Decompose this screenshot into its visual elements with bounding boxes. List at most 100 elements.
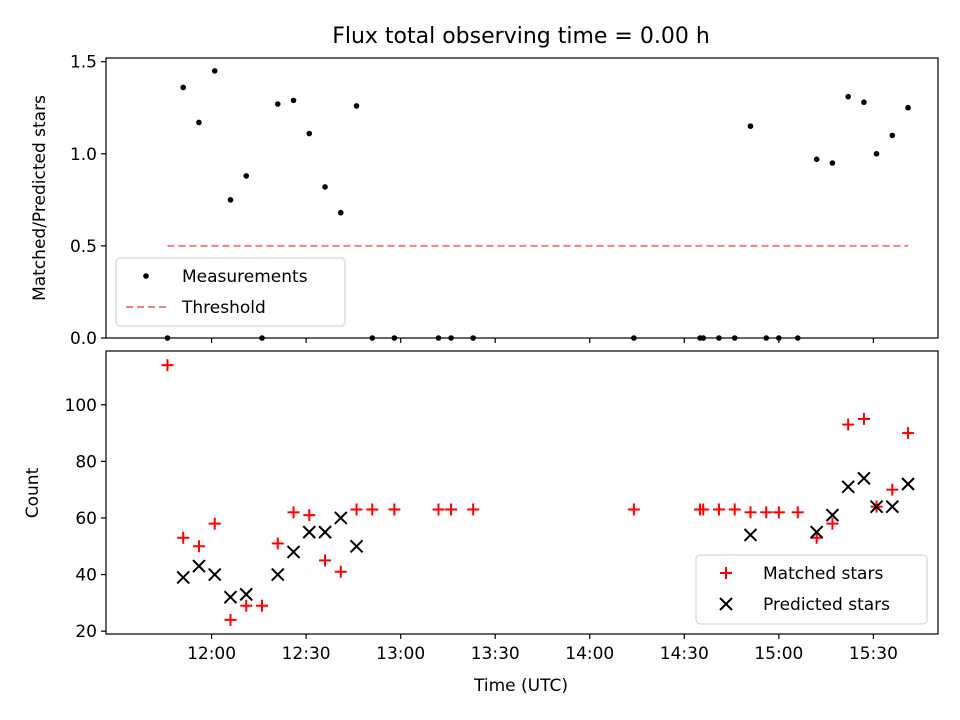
bottom-legend-box bbox=[695, 554, 928, 625]
matched-star-point bbox=[240, 599, 253, 612]
top-y-ticks: 0.0 0.5 1.0 1.5 bbox=[70, 53, 106, 349]
top-y-tick-label: 1.0 bbox=[70, 145, 97, 165]
matched-star-point bbox=[627, 503, 640, 516]
top-chart-title: Flux total observing time = 0.00 h bbox=[332, 24, 710, 49]
measurement-point bbox=[845, 93, 851, 100]
x-tick-label: 12:30 bbox=[282, 644, 331, 664]
bottom-y-tick-label: 60 bbox=[75, 509, 97, 529]
x-tick-label: 13:30 bbox=[471, 644, 520, 664]
matched-star-point bbox=[445, 503, 458, 516]
measurement-point bbox=[322, 184, 328, 190]
matched-star-point bbox=[791, 506, 804, 519]
matched-star-point bbox=[467, 503, 480, 516]
top-legend-box bbox=[115, 257, 346, 327]
top-y-tick-label: 0.0 bbox=[70, 329, 97, 349]
bottom-legend: Matched stars Predicted stars bbox=[695, 554, 928, 625]
predicted-star-point bbox=[192, 559, 206, 573]
predicted-star-point bbox=[869, 499, 884, 514]
matched-stars-series bbox=[161, 359, 915, 626]
measurement-point bbox=[873, 150, 880, 157]
legend-threshold-label: Threshold bbox=[181, 298, 266, 318]
measurement-point bbox=[829, 160, 836, 166]
legend-predicted-label: Predicted stars bbox=[763, 595, 890, 615]
predicted-star-point bbox=[857, 471, 871, 486]
measurement-point bbox=[905, 104, 911, 111]
predicted-star-point bbox=[318, 525, 332, 539]
measurement-point bbox=[369, 335, 376, 341]
predicted-star-point bbox=[271, 567, 285, 582]
matched-star-point bbox=[350, 503, 363, 516]
matched-star-point bbox=[760, 506, 773, 519]
bottom-y-tick-label: 80 bbox=[75, 452, 97, 472]
legend-measurements-marker bbox=[143, 273, 149, 279]
predicted-star-point bbox=[239, 587, 253, 602]
bottom-panel: 20 40 60 80 100 12:00 12:30 13:00 13:30 14:00 14:… bbox=[23, 350, 939, 696]
matched-star-point bbox=[842, 418, 855, 431]
matched-star-point bbox=[857, 412, 870, 425]
predicted-star-point bbox=[286, 545, 301, 559]
measurement-point bbox=[861, 99, 867, 106]
predicted-star-point bbox=[743, 528, 758, 542]
matched-star-point bbox=[886, 483, 899, 496]
matched-star-point bbox=[177, 531, 190, 544]
legend-measurements-label: Measurements bbox=[182, 267, 308, 287]
matched-star-point bbox=[902, 427, 915, 440]
predicted-star-point bbox=[901, 477, 915, 491]
matched-star-point bbox=[271, 537, 284, 550]
measurement-point bbox=[631, 335, 637, 341]
measurement-point bbox=[448, 335, 454, 341]
measurement-point bbox=[716, 335, 722, 341]
matched-star-point bbox=[287, 506, 300, 519]
legend-matched-marker bbox=[720, 567, 732, 579]
bottom-x-ticks: 12:00 12:30 13:00 13:30 14:00 14:30 15:00 15:30 bbox=[187, 634, 898, 664]
matched-star-point bbox=[208, 517, 221, 530]
bottom-y-tick-label: 20 bbox=[75, 622, 97, 642]
measurement-point bbox=[259, 335, 265, 341]
legend-matched-label: Matched stars bbox=[763, 564, 883, 584]
predicted-star-point bbox=[208, 567, 222, 582]
measurements-series bbox=[164, 68, 911, 341]
x-tick-label: 14:30 bbox=[660, 644, 709, 664]
matched-star-point bbox=[826, 517, 839, 530]
measurement-point bbox=[470, 335, 476, 341]
measurement-point bbox=[290, 97, 297, 104]
measurement-point bbox=[435, 335, 442, 341]
predicted-star-point bbox=[302, 525, 316, 539]
bottom-y-tick-label: 40 bbox=[75, 566, 97, 586]
matched-star-point bbox=[712, 503, 725, 516]
top-legend: Measurements Threshold bbox=[115, 257, 346, 327]
measurement-point bbox=[337, 209, 344, 216]
measurement-point bbox=[747, 123, 754, 129]
legend-predicted-marker bbox=[719, 597, 733, 611]
matched-star-point bbox=[388, 503, 401, 516]
measurement-point bbox=[211, 68, 218, 74]
bottom-y-axis-label: Count bbox=[23, 467, 43, 518]
measurement-point bbox=[391, 335, 398, 341]
predicted-star-point bbox=[223, 590, 238, 604]
predicted-star-point bbox=[825, 508, 840, 522]
measurement-point bbox=[196, 119, 202, 126]
bottom-y-tick-label: 100 bbox=[65, 396, 97, 416]
measurement-point bbox=[889, 132, 896, 139]
matched-star-point bbox=[256, 599, 268, 612]
top-y-tick-label: 1.5 bbox=[70, 53, 97, 73]
matched-star-point bbox=[366, 503, 379, 516]
matched-star-point bbox=[161, 359, 174, 372]
top-y-tick-label: 0.5 bbox=[70, 237, 97, 257]
matched-star-point bbox=[772, 506, 785, 519]
matched-star-point bbox=[432, 503, 445, 516]
measurement-point bbox=[700, 335, 707, 341]
matched-star-point bbox=[303, 509, 316, 522]
measurement-point bbox=[243, 173, 250, 179]
matched-star-point bbox=[319, 554, 332, 567]
x-tick-label: 15:30 bbox=[849, 644, 898, 664]
matched-star-point bbox=[744, 506, 757, 519]
x-tick-label: 13:00 bbox=[376, 644, 425, 664]
measurement-point bbox=[794, 335, 801, 341]
measurement-point bbox=[274, 101, 281, 107]
top-y-axis-label: Matched/Predicted stars bbox=[30, 95, 50, 301]
predicted-star-point bbox=[885, 499, 900, 514]
predicted-star-point bbox=[349, 539, 364, 553]
matched-star-point bbox=[224, 613, 237, 626]
